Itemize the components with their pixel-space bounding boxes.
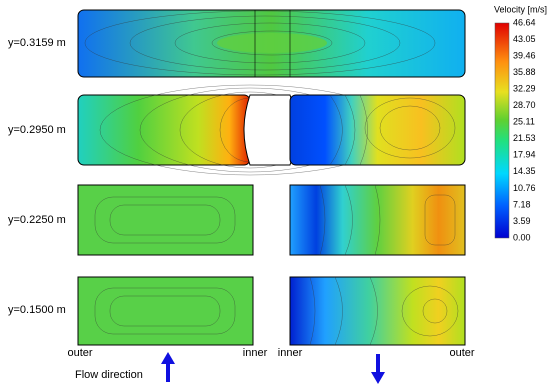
colorbar-tick-label: 17.94 bbox=[513, 150, 536, 160]
colorbar-tick-label: 7.18 bbox=[513, 199, 531, 209]
row-label: y=0.2950 m bbox=[8, 124, 66, 136]
colorbar-tick-label: 25.11 bbox=[513, 117, 535, 127]
row-label: y=0.2250 m bbox=[8, 214, 66, 226]
colorbar-tick-label: 32.29 bbox=[513, 84, 536, 94]
axis-label: outer bbox=[67, 347, 92, 359]
contour-panel bbox=[77, 84, 466, 176]
colorbar-tick-label: 0.00 bbox=[513, 232, 531, 242]
axis-label: inner bbox=[278, 347, 303, 359]
colorbar-tick-label: 35.88 bbox=[513, 67, 536, 77]
contour-panel bbox=[77, 9, 466, 78]
colorbar-tick-label: 14.35 bbox=[513, 166, 536, 176]
colorbar-tick-label: 46.64 bbox=[513, 17, 536, 27]
flow-arrow bbox=[161, 352, 385, 384]
colorbar-tick-label: 3.59 bbox=[513, 216, 531, 226]
colorbar-tick-label: 10.76 bbox=[513, 183, 536, 193]
axis-label: outer bbox=[449, 347, 474, 359]
flow-label: Flow direction bbox=[75, 369, 143, 381]
axis-label: inner bbox=[243, 347, 268, 359]
colorbar-tick-label: 39.46 bbox=[513, 50, 536, 60]
colorbar bbox=[494, 22, 510, 239]
colorbar-tick-label: 28.70 bbox=[513, 100, 536, 110]
colorbar-tick-label: 43.05 bbox=[513, 34, 536, 44]
colorbar-tick-label: 21.53 bbox=[513, 133, 536, 143]
contour-panel bbox=[77, 276, 466, 346]
row-label: y=0.3159 m bbox=[8, 37, 66, 49]
row-label: y=0.1500 m bbox=[8, 304, 66, 316]
colorbar-title: Velocity [m/s] bbox=[494, 4, 547, 14]
contour-panel bbox=[77, 184, 466, 256]
